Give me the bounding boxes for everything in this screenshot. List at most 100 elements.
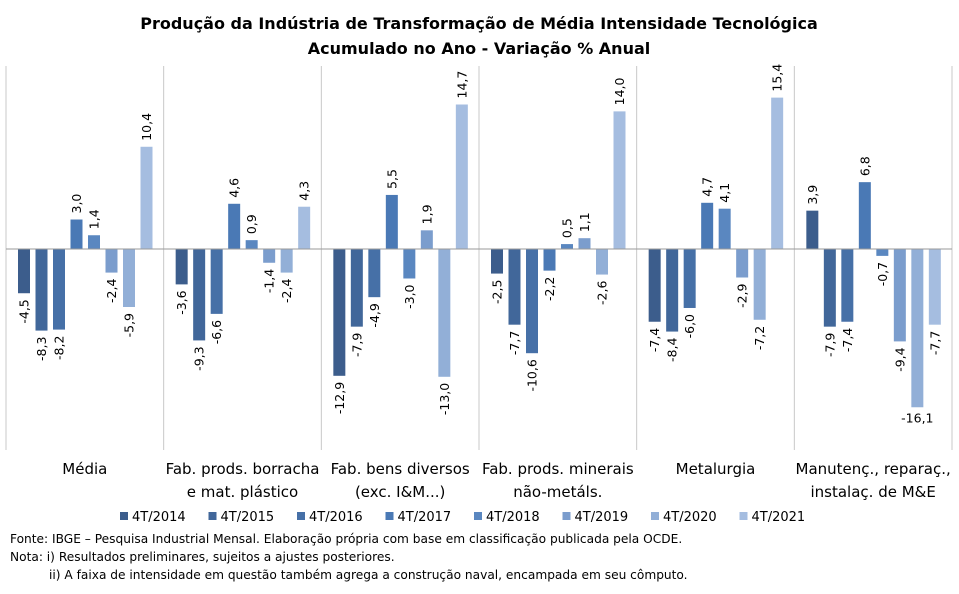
category-label: instalaç. de M&E <box>810 483 935 501</box>
data-label: -10,6 <box>525 359 540 391</box>
data-label: -7,9 <box>349 333 364 357</box>
bar <box>701 202 714 249</box>
data-label: -1,4 <box>262 269 277 293</box>
data-label: -4,5 <box>17 299 32 323</box>
data-label: -7,9 <box>822 333 837 357</box>
category-label: Fab. prods. borracha <box>166 460 320 478</box>
bar <box>526 249 538 354</box>
bar <box>578 238 591 249</box>
data-label: -8,3 <box>34 337 49 361</box>
bar <box>648 249 661 322</box>
data-label: 3,0 <box>69 194 84 214</box>
bar <box>263 249 276 263</box>
bar <box>438 249 451 377</box>
bar <box>596 249 608 275</box>
bar <box>561 244 573 249</box>
data-label: -6,0 <box>682 314 697 338</box>
category-axis: Média Fab. prods. borracha e mat. plástico… <box>62 460 950 501</box>
legend-label: 4T/2019 <box>575 510 629 525</box>
data-label: 4,1 <box>717 183 732 203</box>
data-label: 1,1 <box>577 212 592 232</box>
bar <box>228 203 241 249</box>
legend: 4T/2014 4T/2015 4T/2016 4T/2017 4T/2018 4T/20… <box>120 510 805 525</box>
bar <box>420 230 433 249</box>
data-label: -6,6 <box>209 320 224 344</box>
data-label: -7,2 <box>752 326 767 350</box>
data-label: -2,6 <box>595 281 610 305</box>
data-label: 14,0 <box>612 78 627 106</box>
data-label: 0,9 <box>244 214 259 234</box>
bar <box>876 249 889 256</box>
bar <box>18 249 30 294</box>
data-label: -2,4 <box>104 279 119 303</box>
category-label: não-metáls. <box>513 483 602 501</box>
data-label: -13,0 <box>437 383 452 415</box>
footnotes: Fonte: IBGE – Pesquisa Industrial Mensal… <box>10 530 688 584</box>
data-label: -7,7 <box>927 331 942 355</box>
data-label: 3,9 <box>805 185 820 205</box>
bar <box>403 249 416 279</box>
category-label: Fab. bens diversos <box>331 460 470 478</box>
bar <box>298 206 311 249</box>
data-label: -7,4 <box>647 328 662 352</box>
data-label: -8,2 <box>52 336 67 360</box>
data-label: 0,5 <box>560 218 575 238</box>
data-label: -2,5 <box>490 280 505 304</box>
data-label: 14,7 <box>454 71 469 99</box>
data-label: -16,1 <box>901 410 933 425</box>
data-label: 4,6 <box>227 178 242 198</box>
note-2: ii) A faixa de intensidade em questão ta… <box>49 568 688 582</box>
legend-label: 4T/2018 <box>486 510 540 525</box>
data-label: -4,9 <box>367 303 382 327</box>
bar <box>140 146 153 249</box>
bar <box>193 249 206 341</box>
bar <box>683 249 696 308</box>
bar <box>333 249 346 376</box>
data-label: -3,6 <box>174 290 189 314</box>
bar <box>350 249 363 327</box>
bar <box>88 235 100 249</box>
bar <box>911 249 924 408</box>
bar <box>455 104 468 250</box>
data-label: 1,4 <box>87 209 102 229</box>
bar <box>543 249 556 271</box>
bar <box>841 249 854 322</box>
data-label: -2,4 <box>279 279 294 303</box>
note-1: Nota: i) Resultados preliminares, sujeit… <box>10 550 395 564</box>
data-label: -7,7 <box>507 331 522 355</box>
data-label: -9,4 <box>892 347 907 371</box>
legend-label: 4T/2020 <box>663 510 717 525</box>
bar <box>893 249 906 342</box>
bar <box>368 249 381 298</box>
data-label: 10,4 <box>139 113 154 141</box>
bar <box>175 249 188 285</box>
bar <box>858 182 871 249</box>
data-label: 5,5 <box>384 169 399 189</box>
chart-title-line-2: Acumulado no Ano - Variação % Anual <box>308 39 650 58</box>
category-label: (exc. I&M...) <box>355 483 445 501</box>
bar <box>385 194 398 249</box>
data-label: -2,2 <box>542 277 557 301</box>
bar <box>613 111 626 249</box>
legend-label: 4T/2021 <box>752 510 806 525</box>
data-label: 1,9 <box>419 204 434 224</box>
data-label: -0,7 <box>875 262 890 286</box>
legend-swatch <box>739 512 748 520</box>
data-label: 4,3 <box>297 181 312 201</box>
bar <box>210 249 223 314</box>
data-label: -5,9 <box>122 313 137 337</box>
bar <box>280 249 293 273</box>
legend-swatch <box>120 512 128 520</box>
bar <box>491 249 503 274</box>
data-label: -7,4 <box>840 328 855 352</box>
bar <box>53 249 65 330</box>
bar <box>666 249 679 332</box>
data-label: -12,9 <box>332 382 347 414</box>
legend-swatch <box>385 512 394 520</box>
category-label: Média <box>62 460 107 478</box>
category-label: Metalurgia <box>676 460 756 478</box>
bar <box>823 249 836 327</box>
legend-label: 4T/2015 <box>221 510 275 525</box>
legend-swatch <box>297 512 305 520</box>
